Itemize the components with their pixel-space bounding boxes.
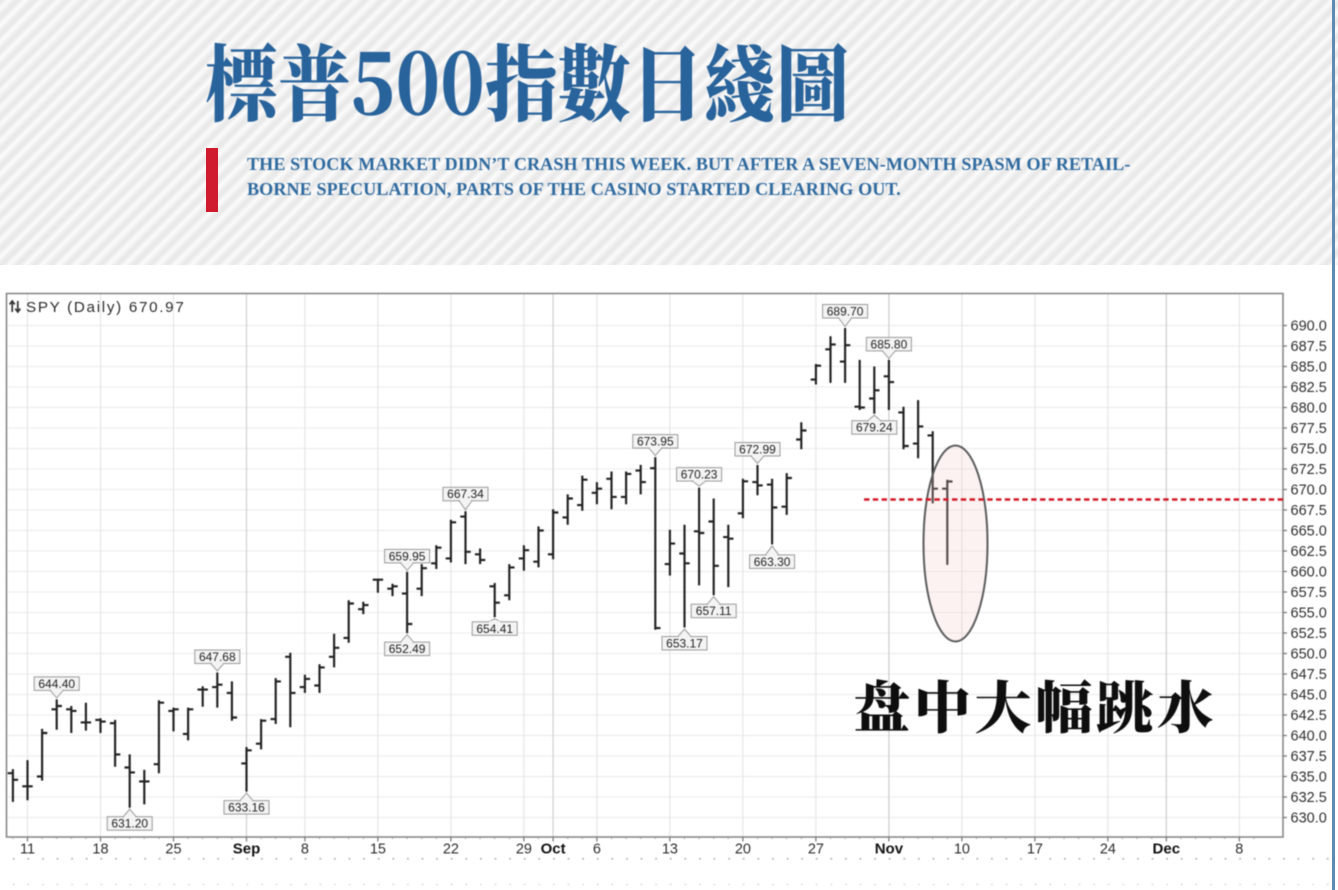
svg-text:650.0: 650.0 [1291, 647, 1327, 663]
svg-text:652.49: 652.49 [389, 642, 426, 656]
svg-text:6: 6 [593, 842, 601, 858]
svg-text:632.5: 632.5 [1291, 790, 1327, 806]
svg-text:647.68: 647.68 [199, 650, 236, 664]
svg-text:645.0: 645.0 [1291, 688, 1327, 704]
svg-text:665.0: 665.0 [1291, 524, 1327, 540]
svg-text:635.0: 635.0 [1291, 770, 1327, 786]
svg-text:647.5: 647.5 [1291, 667, 1327, 683]
svg-text:675.0: 675.0 [1291, 442, 1327, 458]
svg-text:644.40: 644.40 [38, 677, 75, 691]
svg-text:8: 8 [301, 842, 309, 858]
svg-text:20: 20 [735, 842, 751, 858]
svg-text:642.5: 642.5 [1291, 708, 1327, 724]
svg-text:15: 15 [370, 842, 386, 858]
svg-text:630.0: 630.0 [1291, 811, 1327, 827]
svg-text:680.0: 680.0 [1291, 401, 1327, 417]
svg-text:637.5: 637.5 [1291, 749, 1327, 765]
svg-text:29: 29 [516, 842, 532, 858]
svg-text:672.5: 672.5 [1291, 462, 1327, 478]
svg-text:27: 27 [808, 842, 824, 858]
svg-text:657.5: 657.5 [1291, 585, 1327, 601]
svg-text:22: 22 [443, 842, 459, 858]
svg-text:633.16: 633.16 [228, 801, 265, 815]
svg-text:Sep: Sep [233, 841, 261, 858]
svg-text:670.0: 670.0 [1291, 483, 1327, 499]
svg-text:685.80: 685.80 [871, 337, 908, 351]
svg-text:17: 17 [1027, 842, 1043, 858]
svg-text:687.5: 687.5 [1291, 339, 1327, 355]
svg-text:662.5: 662.5 [1291, 544, 1327, 560]
svg-text:685.0: 685.0 [1291, 360, 1327, 376]
svg-text:13: 13 [662, 842, 678, 858]
svg-text:667.34: 667.34 [447, 487, 484, 501]
svg-text:SPY (Daily) 670.97: SPY (Daily) 670.97 [26, 299, 185, 316]
svg-text:10: 10 [954, 842, 970, 858]
svg-text:657.11: 657.11 [696, 604, 732, 618]
svg-text:Oct: Oct [541, 841, 566, 858]
svg-text:11: 11 [20, 842, 35, 858]
svg-text:679.24: 679.24 [856, 421, 893, 435]
svg-text:673.95: 673.95 [637, 435, 674, 449]
svg-text:655.0: 655.0 [1291, 606, 1327, 622]
svg-text:652.5: 652.5 [1291, 626, 1327, 642]
svg-text:663.30: 663.30 [754, 555, 791, 569]
svg-text:659.95: 659.95 [389, 549, 426, 563]
svg-text:8: 8 [1235, 842, 1243, 858]
svg-text:18: 18 [92, 842, 108, 858]
svg-text:653.17: 653.17 [666, 637, 703, 651]
svg-text:682.5: 682.5 [1291, 380, 1327, 396]
svg-text:654.41: 654.41 [476, 622, 513, 636]
svg-text:Nov: Nov [875, 841, 904, 858]
svg-text:640.0: 640.0 [1291, 729, 1327, 745]
svg-text:690.0: 690.0 [1291, 319, 1327, 335]
svg-text:670.23: 670.23 [681, 468, 718, 482]
svg-text:631.20: 631.20 [111, 817, 148, 831]
svg-text:660.0: 660.0 [1291, 565, 1327, 581]
svg-text:672.99: 672.99 [739, 442, 776, 456]
svg-text:689.70: 689.70 [827, 304, 864, 318]
svg-text:25: 25 [165, 842, 181, 858]
svg-text:Dec: Dec [1153, 841, 1181, 858]
svg-text:677.5: 677.5 [1291, 421, 1327, 437]
svg-text:24: 24 [1100, 842, 1116, 858]
svg-text:667.5: 667.5 [1291, 503, 1327, 519]
